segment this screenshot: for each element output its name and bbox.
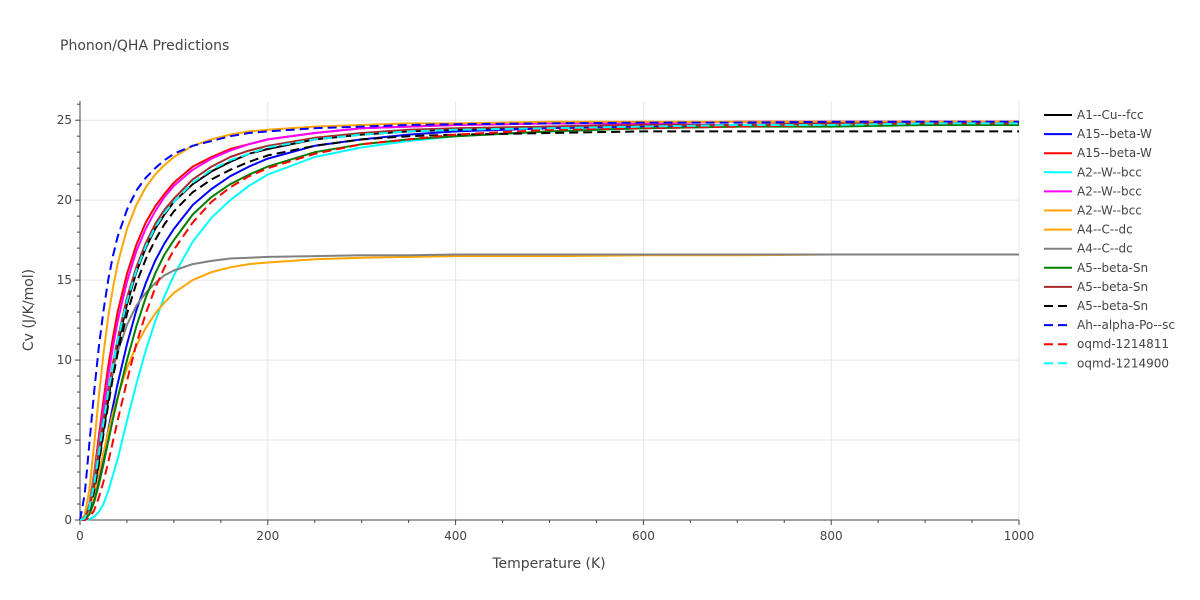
legend-label-0: A1--Cu--fcc xyxy=(1077,108,1144,122)
series-line-8 xyxy=(79,124,1019,521)
legend-label-3: A2--W--bcc xyxy=(1077,165,1142,179)
grid-layer xyxy=(80,101,1020,520)
x-tick-label: 800 xyxy=(820,529,843,543)
legend-label-13: oqmd-1214900 xyxy=(1077,356,1169,370)
y-tick-label: 25 xyxy=(57,113,72,127)
series-line-11 xyxy=(79,120,1019,521)
x-axis-title: Temperature (K) xyxy=(491,556,605,572)
legend-label-6: A4--C--dc xyxy=(1077,223,1133,237)
series-line-10 xyxy=(79,130,1019,521)
legend-label-4: A2--W--bcc xyxy=(1077,184,1142,198)
legend-label-8: A5--beta-Sn xyxy=(1077,261,1148,275)
series-line-1 xyxy=(79,122,1019,521)
legend-label-5: A2--W--bcc xyxy=(1077,204,1142,218)
series-line-6 xyxy=(79,253,1019,521)
series-layer xyxy=(79,120,1020,521)
series-line-13 xyxy=(79,122,1019,521)
legend-label-10: A5--beta-Sn xyxy=(1077,299,1148,313)
legend-label-12: oqmd-1214811 xyxy=(1077,337,1169,351)
chart-title: Phonon/QHA Predictions xyxy=(60,38,229,54)
x-tick-label: 200 xyxy=(256,529,279,543)
y-tick-label: 15 xyxy=(57,273,72,287)
legend-label-1: A15--beta-W xyxy=(1077,127,1152,141)
y-axis-title: Cv (J/K/mol) xyxy=(21,269,37,351)
x-tick-label: 400 xyxy=(444,529,467,543)
y-tick-label: 5 xyxy=(64,433,72,447)
legend-label-7: A4--C--dc xyxy=(1077,242,1133,256)
series-line-5 xyxy=(79,120,1019,521)
legend-label-9: A5--beta-Sn xyxy=(1077,280,1148,294)
series-line-4 xyxy=(79,120,1019,521)
series-line-12 xyxy=(80,122,1019,521)
legend-label-11: Ah--alpha-Po--sc xyxy=(1077,318,1175,332)
x-tick-label: 0 xyxy=(76,529,84,543)
legend-label-2: A15--beta-W xyxy=(1077,146,1152,160)
y-tick-label: 10 xyxy=(57,353,72,367)
y-tick-label: 20 xyxy=(57,193,72,207)
series-line-7 xyxy=(79,253,1019,521)
legend[interactable]: A1--Cu--fcc A15--beta-W A15--beta-W A2--W--… xyxy=(1044,108,1175,370)
y-tick-label: 0 xyxy=(64,513,72,527)
axis-layer: 0 200 400 600 800 1000 0 5 10 15 20 25 xyxy=(57,101,1035,543)
x-tick-label: 600 xyxy=(632,529,655,543)
x-tick-label: 1000 xyxy=(1004,529,1035,543)
